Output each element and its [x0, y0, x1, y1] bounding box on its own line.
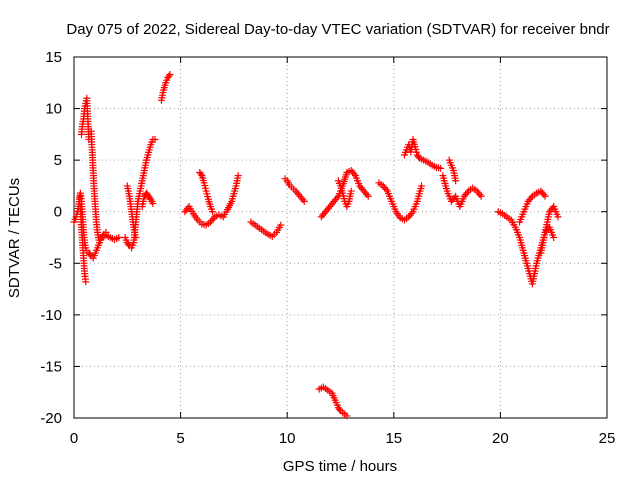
y-axis-label: SDTVAR / TECUs [6, 178, 23, 298]
data-point [363, 191, 371, 199]
data-point [347, 187, 355, 195]
series-arc-17 [400, 136, 445, 172]
data-point [299, 196, 307, 204]
y-tick-label: -10 [40, 307, 62, 324]
data-point [527, 194, 535, 202]
data-point [209, 208, 217, 216]
data-point [146, 194, 154, 202]
series-arc-11 [247, 218, 285, 240]
data-point [333, 194, 341, 202]
data-point [350, 170, 358, 178]
y-tick-label: -5 [49, 255, 62, 272]
x-axis-label: GPS time / hours [283, 458, 397, 475]
data-point [335, 405, 343, 413]
data-point [165, 72, 173, 80]
y-tick-label: 5 [54, 152, 62, 169]
data-point [82, 278, 90, 286]
x-tick-label: 0 [70, 430, 78, 447]
data-point [102, 228, 110, 236]
series-arc-03 [77, 94, 93, 144]
x-tick-label: 15 [385, 430, 402, 447]
data-point [382, 185, 390, 193]
series-arc-08 [157, 71, 174, 104]
data-point [277, 221, 285, 229]
data-point [477, 192, 485, 200]
series-arc-06 [123, 182, 140, 241]
plot-frame [73, 56, 608, 419]
data-point [437, 164, 445, 172]
y-tick-label: 15 [45, 49, 62, 66]
series-arc-13 [315, 383, 351, 420]
x-tick-label: 10 [279, 430, 296, 447]
data-point [209, 215, 217, 223]
data-point [197, 170, 205, 178]
series-arc-22 [537, 203, 562, 257]
series-arc-02 [76, 203, 90, 286]
data-point [452, 177, 460, 185]
data-point [550, 234, 558, 241]
data-point [476, 191, 484, 199]
data-point [300, 197, 308, 205]
series-arc-15 [334, 177, 355, 211]
data-points [70, 71, 562, 420]
data-point [343, 412, 351, 420]
data-point [541, 192, 549, 200]
data-point [418, 182, 426, 190]
series-arc-10 [196, 169, 217, 216]
grid [74, 57, 607, 418]
chart-title: Day 075 of 2022, Sidereal Day-to-day VTE… [66, 21, 609, 38]
data-point [166, 71, 174, 79]
series-arc-12 [281, 175, 308, 205]
data-point [234, 172, 242, 180]
x-tick-label: 5 [176, 430, 184, 447]
data-point [364, 192, 372, 200]
y-tick-label: -20 [40, 410, 62, 427]
x-tick-label: 20 [492, 430, 509, 447]
data-point [554, 213, 562, 221]
series-arc-18 [439, 172, 485, 211]
y-tick-label: -15 [40, 358, 62, 375]
series-arc-21 [516, 187, 549, 226]
y-tick-label: 10 [45, 101, 62, 118]
data-point [463, 189, 471, 197]
data-point [408, 209, 416, 217]
y-tick-label: 0 [54, 204, 62, 221]
series-arc-09 [181, 172, 242, 229]
series-arc-04 [87, 127, 110, 247]
series-arc-19 [445, 156, 460, 185]
data-point [149, 199, 157, 207]
data-point [132, 234, 140, 241]
series-arc-16 [375, 179, 426, 224]
axis-ticks [73, 56, 608, 419]
data-point [151, 136, 159, 144]
data-point [86, 251, 94, 259]
data-point [115, 234, 123, 241]
data-point [540, 191, 548, 199]
data-point [99, 232, 107, 240]
series-arc-07 [138, 189, 157, 211]
tick-labels: 0 5 10 15 20 25 -20 -15 -10 -5 0 5 10 15 [40, 49, 615, 447]
data-point [124, 240, 132, 248]
x-tick-label: 25 [599, 430, 616, 447]
